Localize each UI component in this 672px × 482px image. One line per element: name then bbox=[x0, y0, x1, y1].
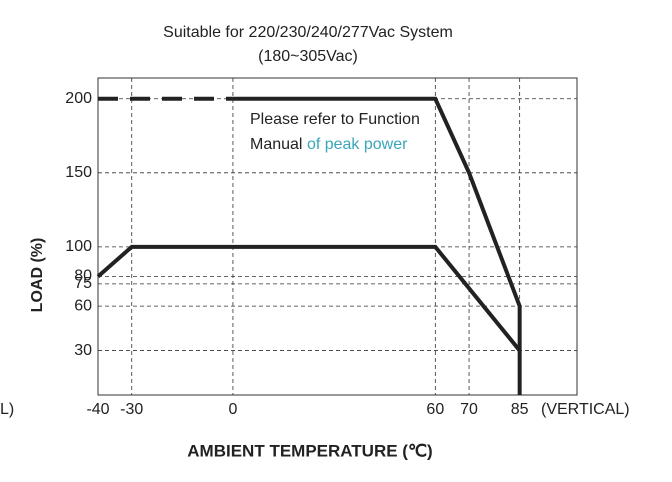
x-tick-label: 85 bbox=[511, 401, 529, 418]
y-tick-label: 100 bbox=[65, 238, 92, 255]
cut-label: L) bbox=[0, 401, 14, 418]
y-tick-label: 30 bbox=[74, 342, 92, 359]
x-axis-label: AMBIENT TEMPERATURE (℃) bbox=[187, 441, 432, 460]
series-line bbox=[96, 244, 522, 352]
y-tick-label: 80 bbox=[74, 268, 92, 285]
chart-subtitle: (180~305Vac) bbox=[258, 48, 358, 65]
x-tick-label: -30 bbox=[120, 401, 143, 418]
y-tick-label: 150 bbox=[65, 164, 92, 181]
series-line bbox=[232, 96, 522, 395]
y-tick-label: 200 bbox=[65, 90, 92, 107]
x-tick-label: 60 bbox=[426, 401, 444, 418]
y-tick-label: 75 bbox=[74, 275, 92, 292]
note-part-highlight: of peak power bbox=[307, 136, 408, 153]
x-suffix: (VERTICAL) bbox=[541, 401, 630, 418]
x-tick-label: -40 bbox=[86, 401, 109, 418]
y-axis-label: LOAD (%) bbox=[29, 238, 46, 313]
y-tick-label: 60 bbox=[74, 297, 92, 314]
chart-title: Suitable for 220/230/240/277Vac System bbox=[163, 24, 453, 41]
note-part: Manual bbox=[250, 136, 302, 153]
x-tick-label: 70 bbox=[460, 401, 478, 418]
note-line1: Please refer to Function bbox=[250, 111, 420, 128]
x-tick-label: 0 bbox=[228, 401, 237, 418]
plot-frame bbox=[97, 77, 578, 396]
note-line2: Manual of peak power bbox=[250, 136, 408, 153]
